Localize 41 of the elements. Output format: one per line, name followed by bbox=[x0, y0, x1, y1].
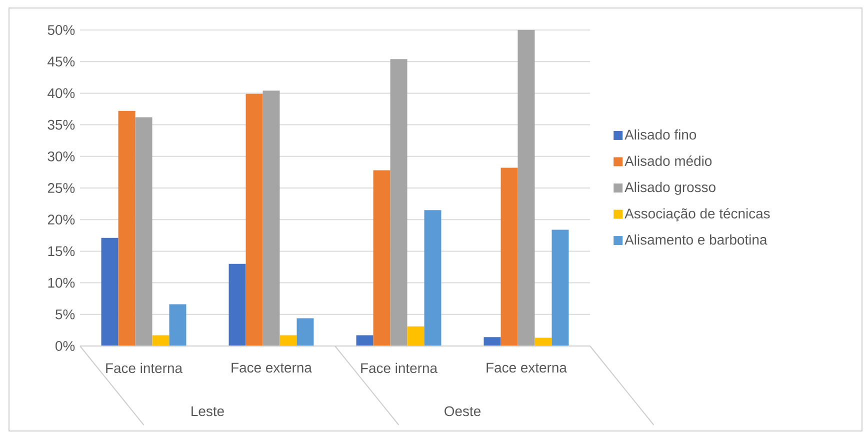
y-tick-label: 5% bbox=[56, 309, 75, 320]
bar bbox=[296, 318, 314, 346]
text: Oeste bbox=[444, 406, 480, 416]
y-tick-label: 25% bbox=[48, 183, 75, 193]
y-tick-label: 0% bbox=[56, 341, 75, 351]
legend-label: Alisado grosso bbox=[624, 182, 716, 195]
bar bbox=[500, 168, 518, 346]
legend-label: Associação de técnicas bbox=[624, 208, 770, 222]
bar bbox=[152, 335, 170, 346]
y-tick-label: 35% bbox=[48, 120, 75, 130]
legend-label: Alisado fino bbox=[624, 129, 696, 140]
bar bbox=[228, 264, 246, 346]
y-tick-label: 15% bbox=[48, 246, 75, 256]
x-tick-label: Face externa bbox=[232, 362, 312, 373]
bar bbox=[280, 335, 297, 346]
bar bbox=[484, 337, 501, 346]
bar bbox=[118, 110, 136, 346]
bar bbox=[373, 170, 390, 346]
bar bbox=[518, 30, 535, 346]
bar bbox=[169, 304, 186, 346]
bar bbox=[552, 230, 569, 346]
y-tick-label: 40% bbox=[48, 88, 75, 98]
bar bbox=[356, 335, 374, 346]
text: Leste bbox=[192, 406, 224, 416]
x-tick-label: Face interna bbox=[106, 362, 183, 374]
x-tick-label: Face externa bbox=[486, 362, 567, 373]
x-tick-label: Face interna bbox=[361, 362, 438, 374]
bar bbox=[424, 210, 442, 346]
y-tick-label: 50% bbox=[48, 25, 75, 35]
legend-label: Alisamento e barbotina bbox=[624, 234, 768, 245]
bar bbox=[246, 94, 263, 346]
bar bbox=[390, 59, 408, 346]
bar bbox=[407, 326, 424, 346]
y-tick-label: 45% bbox=[48, 56, 75, 67]
bar bbox=[262, 90, 280, 346]
y-tick-label: 30% bbox=[48, 151, 75, 162]
legend-label: Alisado médio bbox=[624, 156, 712, 166]
bar bbox=[135, 117, 152, 346]
y-tick-label: 10% bbox=[48, 278, 75, 288]
y-tick-label: 20% bbox=[48, 214, 75, 225]
bar bbox=[101, 238, 118, 346]
